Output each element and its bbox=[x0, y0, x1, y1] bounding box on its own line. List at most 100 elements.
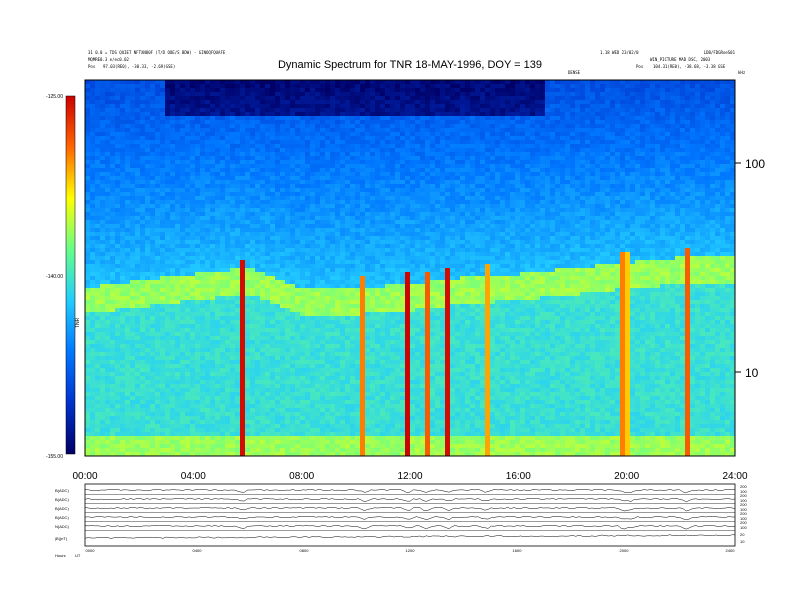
spectrum-cell bbox=[245, 384, 251, 389]
spectrum-cell bbox=[85, 120, 91, 125]
spectrum-cell bbox=[180, 356, 186, 361]
spectrum-cell bbox=[95, 160, 101, 165]
spectrum-cell bbox=[260, 300, 266, 305]
spectrum-cell bbox=[190, 84, 196, 89]
spectrum-cell bbox=[180, 392, 186, 397]
spectrum-cell bbox=[285, 156, 291, 161]
spectrum-cell bbox=[130, 368, 136, 373]
spectrum-cell bbox=[245, 88, 251, 93]
spectrum-cell bbox=[325, 200, 331, 205]
spectrum-cell bbox=[165, 320, 171, 325]
spectrum-cell bbox=[185, 216, 191, 221]
spectrum-cell bbox=[100, 220, 106, 225]
spectrum-cell bbox=[115, 260, 121, 265]
spectrum-cell bbox=[85, 432, 91, 437]
spectrum-cell bbox=[325, 92, 331, 97]
spectrum-cell bbox=[175, 128, 181, 133]
spectrum-cell bbox=[175, 336, 181, 341]
spectrum-cell bbox=[325, 440, 331, 445]
spectrum-cell bbox=[160, 272, 166, 277]
spectrum-cell bbox=[100, 252, 106, 257]
spectrum-cell bbox=[140, 220, 146, 225]
spectrum-cell bbox=[305, 172, 311, 177]
spectrum-cell bbox=[205, 372, 211, 377]
spectrum-cell bbox=[170, 152, 176, 157]
spectrum-cell bbox=[345, 160, 351, 165]
spectrum-cell bbox=[175, 404, 181, 409]
spectrum-cell bbox=[115, 440, 121, 445]
spectrum-cell bbox=[125, 180, 131, 185]
spectrum-cell bbox=[135, 424, 141, 429]
spectrum-cell bbox=[235, 452, 241, 457]
spectrum-cell bbox=[175, 424, 181, 429]
spectrum-cell bbox=[320, 220, 326, 225]
spectrum-cell bbox=[240, 96, 246, 101]
spectrum-cell bbox=[105, 332, 111, 337]
spectrum-cell bbox=[220, 440, 226, 445]
spectrum-cell bbox=[140, 340, 146, 345]
spectrum-cell bbox=[300, 428, 306, 433]
spectrum-cell bbox=[260, 272, 266, 277]
spectrum-cell bbox=[110, 132, 116, 137]
spectrum-cell bbox=[215, 380, 221, 385]
spectrum-cell bbox=[245, 324, 251, 329]
spectrum-cell bbox=[315, 224, 321, 229]
spectrum-cell bbox=[320, 268, 326, 273]
spectrum-cell bbox=[310, 108, 316, 113]
spectrum-cell bbox=[110, 264, 116, 269]
spectrum-cell bbox=[170, 424, 176, 429]
spectrum-cell bbox=[310, 352, 316, 357]
spectrum-cell bbox=[250, 396, 256, 401]
spectrum-cell bbox=[225, 416, 231, 421]
spectrum-cell bbox=[240, 236, 246, 241]
spectrum-cell bbox=[280, 248, 286, 253]
spectrum-cell bbox=[200, 392, 206, 397]
spectrum-cell bbox=[245, 396, 251, 401]
spectrum-cell bbox=[300, 136, 306, 141]
spectrum-cell bbox=[255, 372, 261, 377]
spectrum-cell bbox=[145, 148, 151, 153]
spectrum-cell bbox=[300, 328, 306, 333]
spectrum-cell bbox=[220, 208, 226, 213]
spectrum-cell bbox=[110, 416, 116, 421]
spectrum-cell bbox=[175, 200, 181, 205]
spectrum-cell bbox=[335, 344, 341, 349]
spectrum-cell bbox=[170, 344, 176, 349]
spectrum-cell bbox=[205, 244, 211, 249]
spectrum-cell bbox=[295, 172, 301, 177]
spectrum-cell bbox=[155, 408, 161, 413]
spectrum-cell bbox=[265, 444, 271, 449]
spectrum-cell bbox=[295, 104, 301, 109]
spectrum-cell bbox=[185, 176, 191, 181]
spectrum-cell bbox=[235, 344, 241, 349]
spectrum-cell bbox=[205, 420, 211, 425]
spectrum-cell bbox=[225, 256, 231, 261]
spectrum-cell bbox=[110, 272, 116, 277]
spectrum-cell bbox=[250, 340, 256, 345]
spectrum-cell bbox=[305, 376, 311, 381]
spectrum-cell bbox=[175, 296, 181, 301]
spectrum-cell bbox=[240, 252, 246, 257]
spectrum-cell bbox=[170, 100, 176, 105]
spectrum-cell bbox=[185, 280, 191, 285]
spectrum-cell bbox=[265, 196, 271, 201]
spectrum-cell bbox=[85, 420, 91, 425]
spectrum-cell bbox=[345, 184, 351, 189]
spectrum-cell bbox=[135, 200, 141, 205]
spectrum-cell bbox=[150, 84, 156, 89]
spectrum-cell bbox=[300, 276, 306, 281]
spectrum-cell bbox=[285, 368, 291, 373]
spectrum-cell bbox=[180, 128, 186, 133]
spectrum-cell bbox=[220, 260, 226, 265]
spectrum-cell bbox=[270, 200, 276, 205]
spectrum-cell bbox=[140, 416, 146, 421]
spectrum-cell bbox=[280, 320, 286, 325]
spectrum-cell bbox=[200, 220, 206, 225]
spectrum-cell bbox=[230, 296, 236, 301]
spectrum-cell bbox=[105, 424, 111, 429]
spectrum-cell bbox=[155, 240, 161, 245]
spectrum-cell bbox=[220, 104, 226, 109]
spectrum-cell bbox=[90, 408, 96, 413]
spectrum-cell bbox=[245, 288, 251, 293]
spectrum-cell bbox=[255, 368, 261, 373]
